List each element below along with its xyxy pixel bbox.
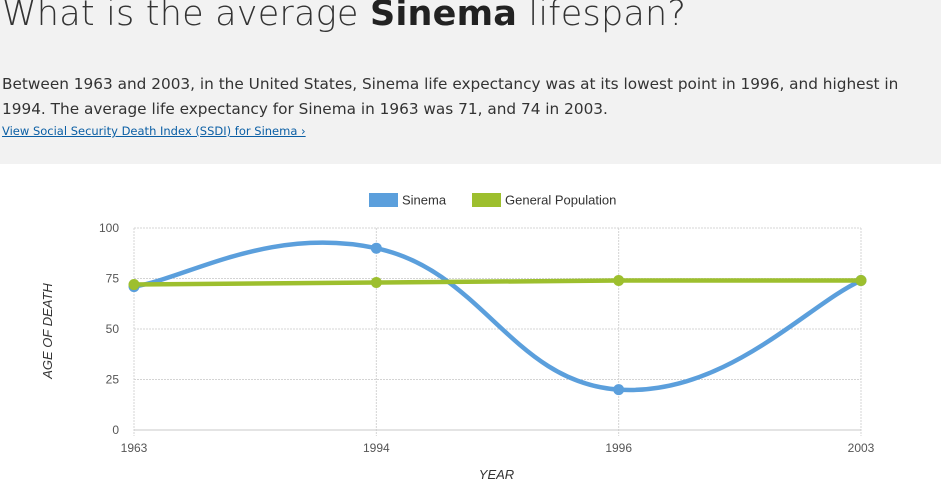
data-point-sinema-1996	[613, 384, 625, 396]
legend-swatch-0	[369, 193, 398, 207]
chart-legend: Sinema General Population	[369, 193, 616, 208]
y-axis-label: AGE OF DEATH	[40, 283, 55, 380]
x-tick-label-1963: 1963	[121, 441, 148, 455]
legend-swatch-1	[472, 193, 501, 207]
chart-points	[128, 242, 867, 396]
chart-panel: Sinema General Population 0 25 50 75 100 1963…	[0, 164, 941, 489]
life-expectancy-chart: Sinema General Population 0 25 50 75 100 1963…	[40, 193, 875, 483]
legend-label-0: Sinema	[402, 193, 447, 208]
y-tick-label-100: 100	[99, 221, 119, 235]
x-tick-label-2003: 2003	[848, 441, 875, 455]
data-point-sinema-1994	[370, 242, 382, 254]
y-tick-label-0: 0	[112, 423, 119, 437]
x-axis-ticks: 1963 1994 1996 2003	[121, 441, 875, 455]
series-line-general-population	[131, 278, 864, 287]
title-name: Sinema	[369, 0, 518, 34]
intro-paragraph: Between 1963 and 2003, in the United Sta…	[2, 75, 899, 118]
y-tick-label-25: 25	[106, 373, 120, 387]
ssdi-link[interactable]: View Social Security Death Index (SSDI) …	[2, 124, 306, 138]
chart-series	[131, 240, 864, 393]
series-line-sinema	[131, 240, 864, 393]
y-tick-label-50: 50	[106, 322, 120, 336]
data-point-general-population-1996	[613, 275, 625, 287]
x-tick-label-1996: 1996	[605, 441, 632, 455]
data-point-general-population-2003	[855, 275, 867, 287]
title-suffix: lifespan?	[517, 0, 687, 34]
y-tick-label-75: 75	[106, 272, 120, 286]
legend-label-1: General Population	[505, 193, 616, 208]
x-axis-label: YEAR	[479, 467, 514, 482]
data-point-general-population-1994	[370, 277, 382, 289]
data-point-general-population-1963	[128, 279, 140, 291]
title-prefix: What is the average	[2, 0, 370, 34]
chart-grid	[133, 227, 862, 436]
x-tick-label-1994: 1994	[363, 441, 390, 455]
y-axis-ticks: 0 25 50 75 100	[99, 221, 119, 437]
page-title: What is the average Sinema lifespan?	[2, 0, 686, 34]
